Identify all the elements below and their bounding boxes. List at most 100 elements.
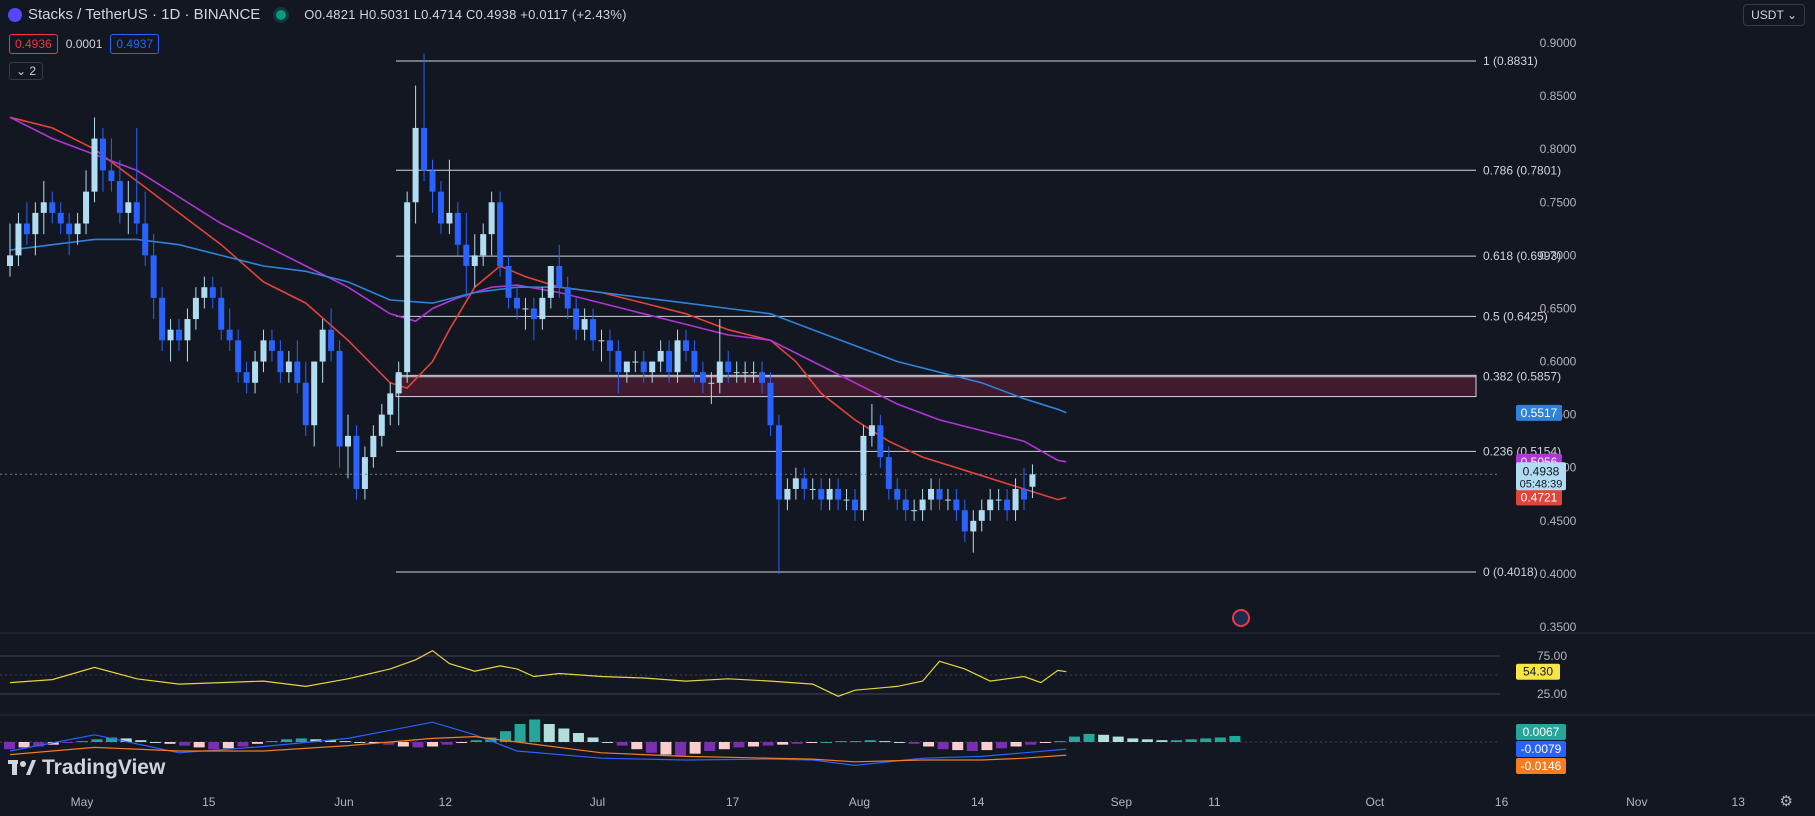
supply-zone — [395, 374, 1477, 398]
price-axis-badge — [1516, 404, 1562, 421]
currency-select[interactable]: USDT ⌄ — [1743, 4, 1805, 26]
macd-histogram-bar — [923, 742, 935, 747]
macd-histogram-bar — [208, 742, 220, 750]
macd-value-badge — [1516, 741, 1566, 757]
candle-body — [590, 319, 597, 341]
candle-body — [226, 329, 233, 341]
macd-histogram-bar — [33, 742, 45, 747]
symbol-title[interactable]: Stacks / TetherUS · 1D · BINANCE — [28, 6, 261, 23]
candle-body — [750, 372, 757, 374]
candle-body — [725, 361, 732, 373]
macd-line — [9, 721, 1067, 767]
macd-histogram-bar — [893, 742, 905, 743]
macd-histogram-bar — [106, 737, 118, 742]
candle-body — [125, 202, 132, 213]
candle-body — [801, 478, 808, 489]
candle-body — [1021, 488, 1027, 500]
candle-countdown: 05:48:39 — [1520, 478, 1563, 490]
fib-level-label: 0.382 (0.5857) — [1483, 370, 1561, 384]
candle-body — [1004, 499, 1011, 511]
time-axis-tick: 16 — [1495, 795, 1509, 809]
candle-body — [852, 499, 858, 511]
macd-value-label: 0.0067 — [1523, 725, 1560, 739]
macd-histogram-bar — [310, 739, 322, 742]
tradingview-logo: TradingView — [8, 756, 165, 780]
macd-histogram-bar — [1127, 738, 1139, 742]
candle-body — [868, 425, 875, 436]
candle-body — [530, 308, 537, 320]
time-axis-tick: 17 — [726, 795, 740, 809]
candle-body — [23, 223, 30, 235]
macd-histogram-bar — [120, 738, 132, 742]
macd-histogram-bar — [135, 740, 147, 742]
candle-body — [387, 393, 394, 415]
macd-histogram-bar — [149, 742, 161, 743]
settings-gear-icon[interactable]: ⚙ — [1779, 793, 1793, 810]
macd-histogram-bar — [1171, 740, 1183, 742]
time-axis-tick: Aug — [849, 795, 870, 809]
candle-body — [775, 425, 782, 500]
sell-price-button[interactable]: 0.4936 — [9, 34, 58, 54]
candle-body — [742, 372, 749, 374]
macd-histogram-bar — [675, 742, 687, 756]
macd-histogram-bar — [1039, 742, 1051, 743]
macd-histogram-bar — [441, 742, 453, 745]
macd-histogram-bar — [1185, 739, 1197, 742]
currency-label: USDT — [1751, 8, 1784, 22]
candle-body — [1012, 488, 1019, 511]
buy-price-button[interactable]: 0.4937 — [110, 34, 160, 54]
price-axis-tick: 0.7500 — [1540, 195, 1577, 209]
time-axis-tick: 15 — [202, 795, 216, 809]
candle-body — [911, 510, 918, 512]
candle-body — [894, 488, 901, 500]
macd-histogram-bar — [966, 742, 978, 751]
macd-histogram-bar — [427, 742, 439, 747]
candle-body — [860, 435, 867, 511]
macd-histogram-bar — [631, 742, 643, 750]
price-axis-tick: 0.3500 — [1540, 620, 1577, 634]
candle-body — [99, 138, 106, 171]
time-axis-tick: Sep — [1111, 795, 1133, 809]
time-axis-tick: 12 — [439, 795, 453, 809]
candle-body — [83, 191, 90, 224]
candle-body — [708, 382, 715, 384]
price-axis-tick: 0.7000 — [1540, 248, 1577, 262]
macd-histogram-bar — [587, 737, 599, 742]
macd-histogram-bar — [339, 741, 351, 743]
candle-body — [421, 127, 428, 171]
time-axis-tick: Nov — [1626, 795, 1647, 809]
candle-body — [564, 287, 571, 309]
macd-histogram-bar — [602, 742, 614, 743]
macd-histogram-bar — [718, 742, 730, 750]
macd-histogram-bar — [514, 724, 526, 742]
candle-body — [691, 350, 698, 373]
rsi-line — [9, 649, 1067, 697]
macd-value-badge — [1516, 724, 1566, 740]
macd-histogram-bar — [616, 742, 628, 746]
indicators-toggle-button[interactable]: ⌄ 2 — [9, 62, 44, 80]
candle-body — [201, 287, 208, 298]
macd-histogram-bar — [864, 740, 876, 742]
macd-histogram-bar — [645, 742, 657, 753]
time-axis-tick: 14 — [971, 795, 985, 809]
candle-body — [522, 308, 529, 310]
macd-histogram-bar — [660, 742, 672, 755]
macd-histogram-bar — [281, 739, 293, 742]
candle-body — [446, 212, 453, 224]
macd-histogram-bar — [1229, 735, 1241, 742]
stacks-logo-icon — [8, 7, 22, 22]
macd-histogram-bar — [237, 742, 249, 747]
candle-body — [353, 435, 360, 489]
price-axis-badge-label: 0.5517 — [1521, 406, 1558, 420]
candle-body — [7, 255, 13, 266]
macd-histogram-bar — [252, 742, 263, 744]
ohlc-readout: O0.4821 H0.5031 L0.4714 C0.4938 +0.0117 … — [304, 7, 627, 22]
macd-histogram-bar — [689, 742, 701, 754]
fib-level-label: 0 (0.4018) — [1483, 565, 1538, 579]
candle-body — [176, 329, 182, 341]
candle-body — [632, 361, 639, 363]
macd-value-label: -0.0146 — [1521, 759, 1562, 773]
candle-body — [978, 510, 985, 521]
candle-body — [928, 488, 935, 500]
